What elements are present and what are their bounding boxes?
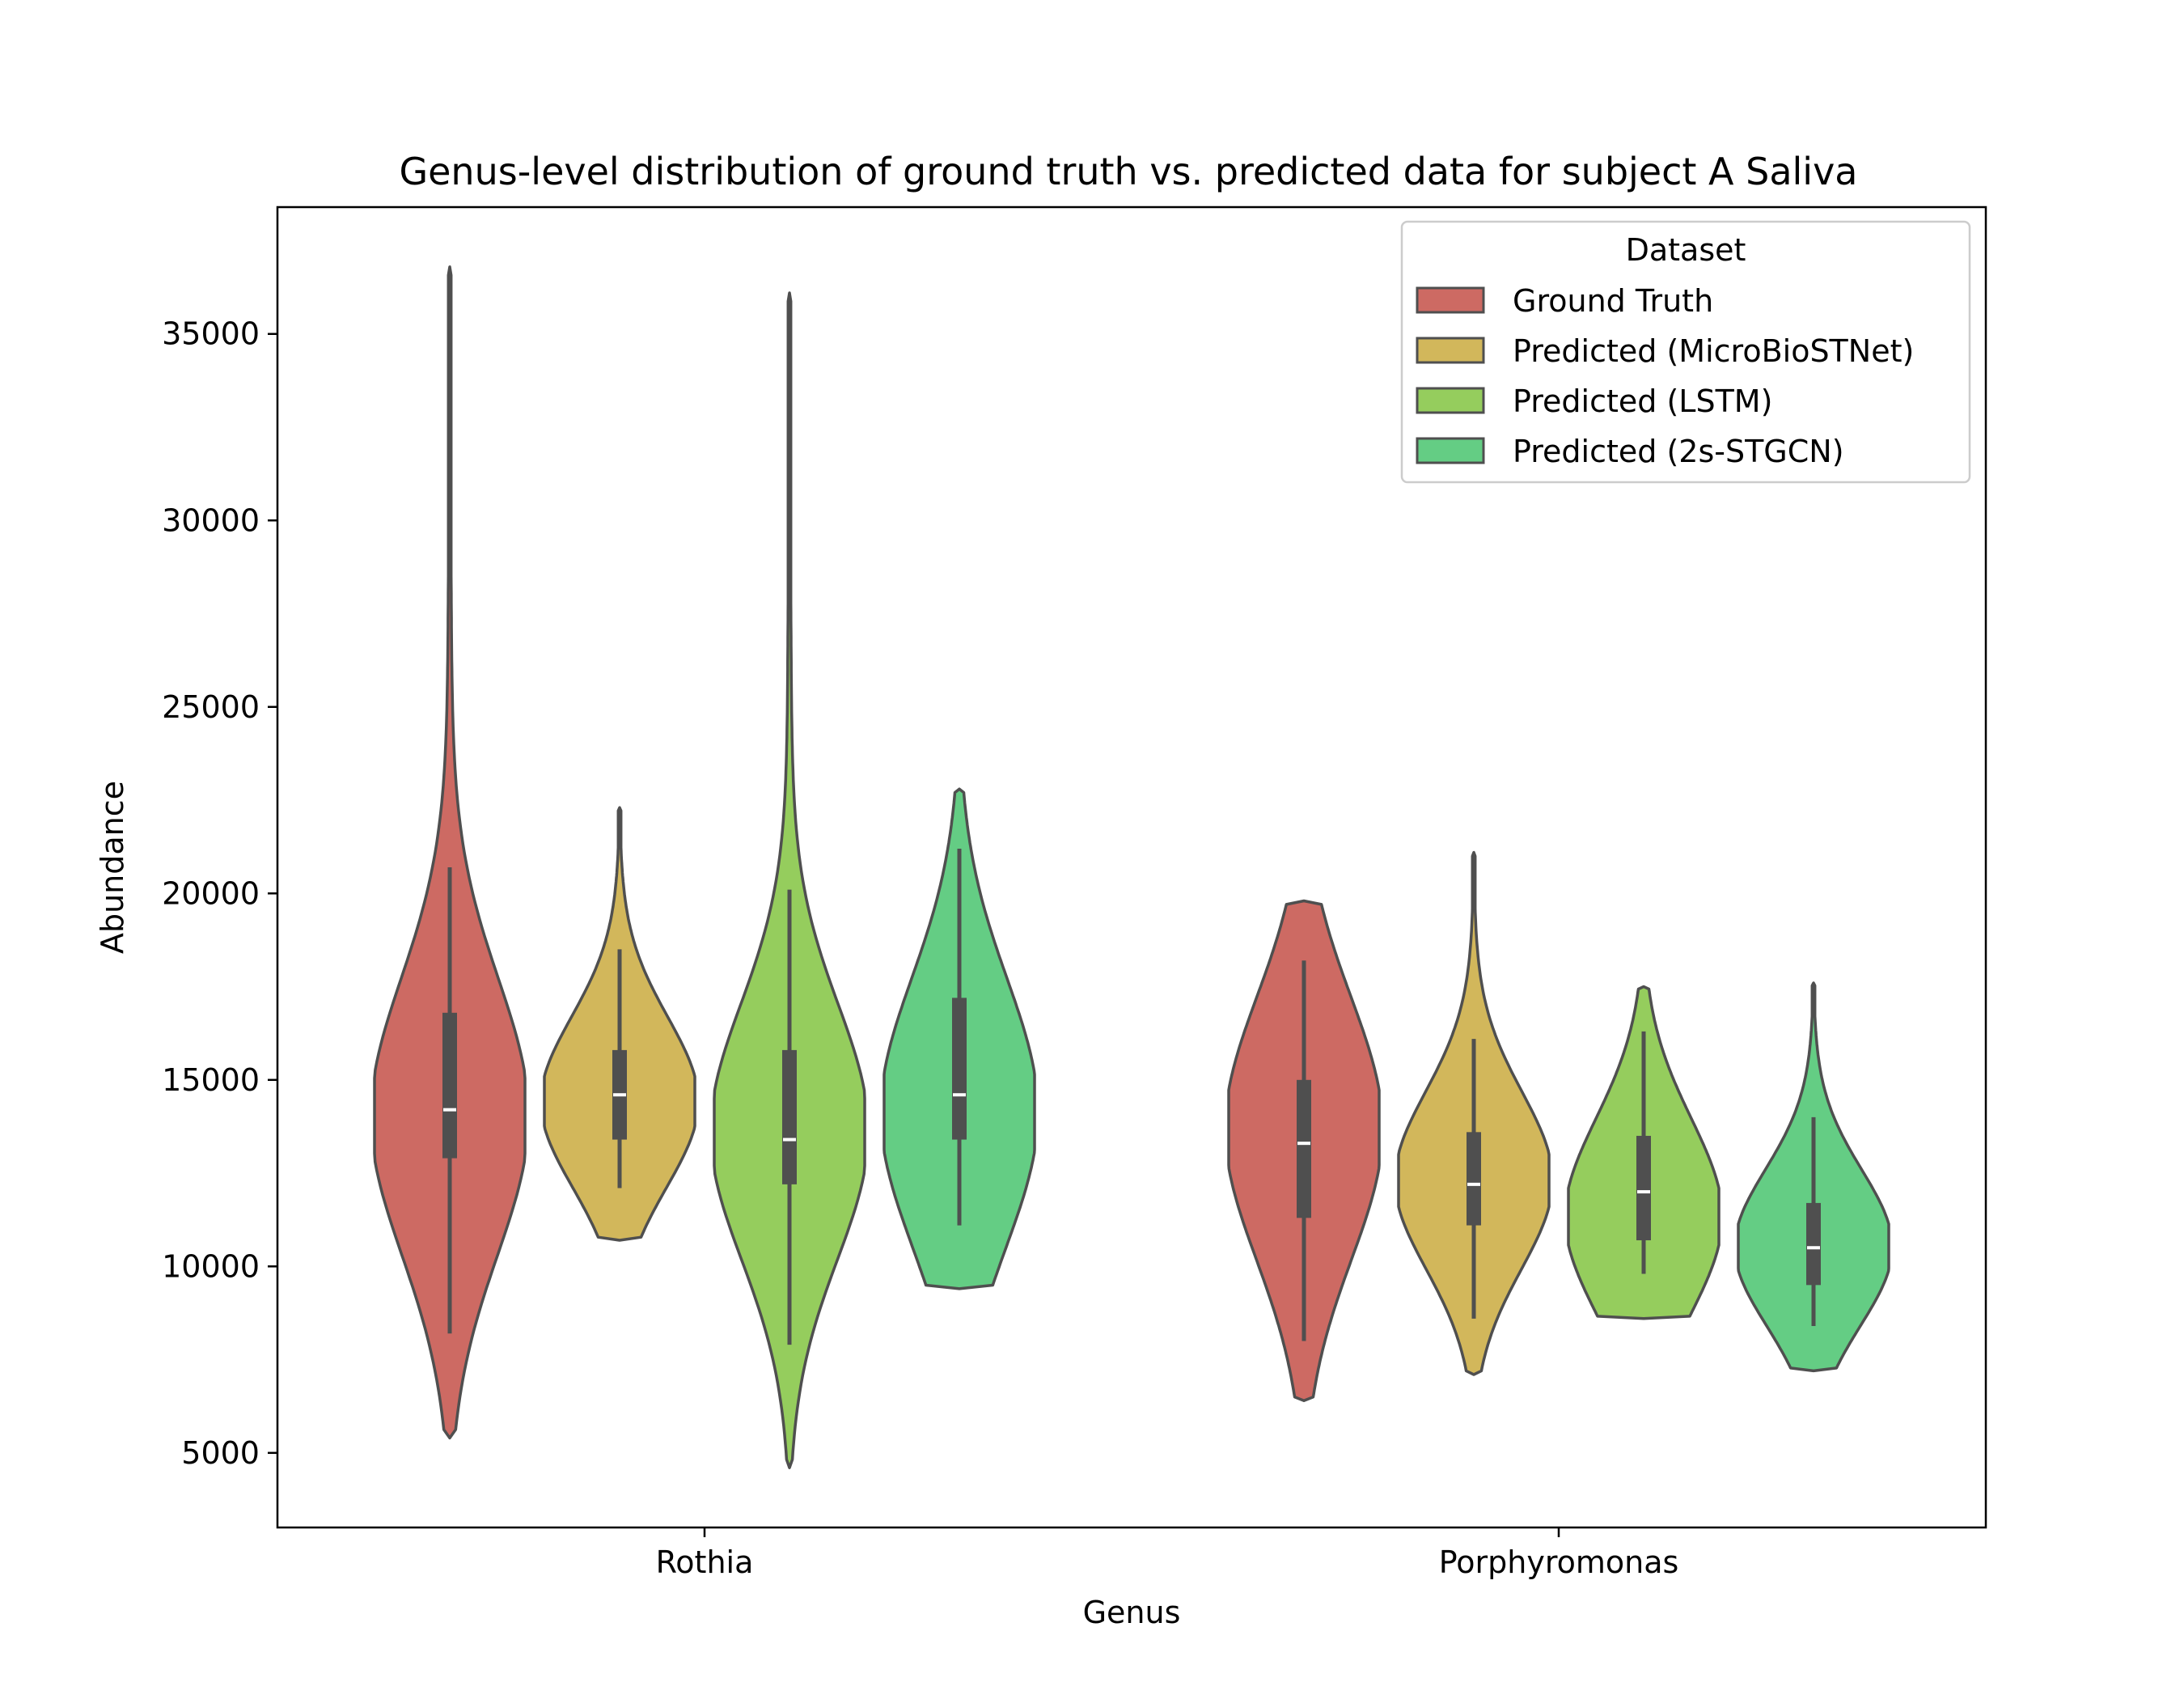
y-tick-label: 5000: [181, 1435, 260, 1471]
violin-body: [713, 291, 866, 1469]
axes-frame: [276, 205, 1987, 1529]
chart-title: Genus-level distribution of ground truth…: [399, 150, 1857, 193]
legend-label: Predicted (LSTM): [1513, 383, 1772, 419]
y-tick-label: 15000: [162, 1062, 260, 1098]
legend-swatch: [1416, 437, 1485, 464]
violin-iqr-box: [1297, 1079, 1311, 1218]
legend-label: Predicted (2s-STGCN): [1513, 434, 1844, 469]
legend-box: [1400, 220, 1971, 484]
legend-swatch: [1416, 337, 1485, 364]
y-tick-label: 35000: [162, 316, 260, 352]
legend-label: Predicted (MicroBioSTNet): [1513, 333, 1914, 369]
violin-iqr-box: [442, 1012, 457, 1159]
x-tick-label: Rothia: [656, 1544, 754, 1580]
x-tick-label: Porphyromonas: [1439, 1544, 1679, 1580]
y-axis-label: Abundance: [95, 781, 130, 954]
y-axis: 5000 10000 15000 20000 25000 30000 35000: [162, 316, 277, 1471]
violin-iqr-box: [1467, 1132, 1481, 1226]
y-tick-label: 25000: [162, 689, 260, 725]
y-tick-label: 20000: [162, 875, 260, 911]
legend-label: Ground Truth: [1513, 283, 1713, 319]
legend-swatch: [1416, 387, 1485, 414]
violin-iqr-box: [952, 998, 967, 1140]
violin-iqr-box: [1806, 1202, 1821, 1286]
plot-area: [373, 265, 1890, 1469]
y-tick-label: 30000: [162, 502, 260, 538]
x-axis-label: Genus: [1083, 1595, 1181, 1630]
legend-title: Dataset: [1626, 232, 1746, 268]
x-axis: Rothia Porphyromonas: [656, 1527, 1679, 1580]
violin-iqr-box: [1636, 1135, 1651, 1241]
violin-body: [373, 265, 527, 1440]
legend-items: Ground Truth Predicted (MicroBioSTNet) Pre…: [1416, 283, 1914, 469]
violin-iqr-box: [782, 1049, 797, 1184]
legend-swatch: [1416, 286, 1485, 314]
y-tick-label: 10000: [162, 1248, 260, 1284]
legend: Dataset Ground Truth Predicted (MicroBioS…: [1400, 220, 1971, 484]
